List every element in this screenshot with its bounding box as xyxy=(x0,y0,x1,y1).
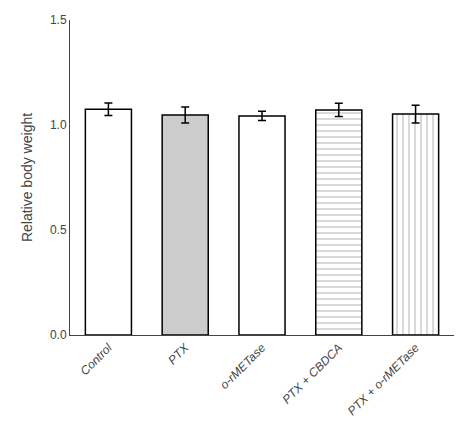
svg-text:0.5: 0.5 xyxy=(50,223,67,237)
svg-text:0.0: 0.0 xyxy=(50,328,67,342)
svg-text:PTX + CBDCA: PTX + CBDCA xyxy=(279,341,345,407)
svg-text:o-rMETase: o-rMETase xyxy=(217,341,268,392)
svg-text:PTX: PTX xyxy=(165,340,192,367)
svg-text:Control: Control xyxy=(78,341,115,378)
svg-text:Relative body weight: Relative body weight xyxy=(19,113,35,242)
svg-text:PTX + o-rMETase: PTX + o-rMETase xyxy=(345,341,422,418)
svg-text:1.5: 1.5 xyxy=(50,13,67,27)
svg-text:1.0: 1.0 xyxy=(50,118,67,132)
